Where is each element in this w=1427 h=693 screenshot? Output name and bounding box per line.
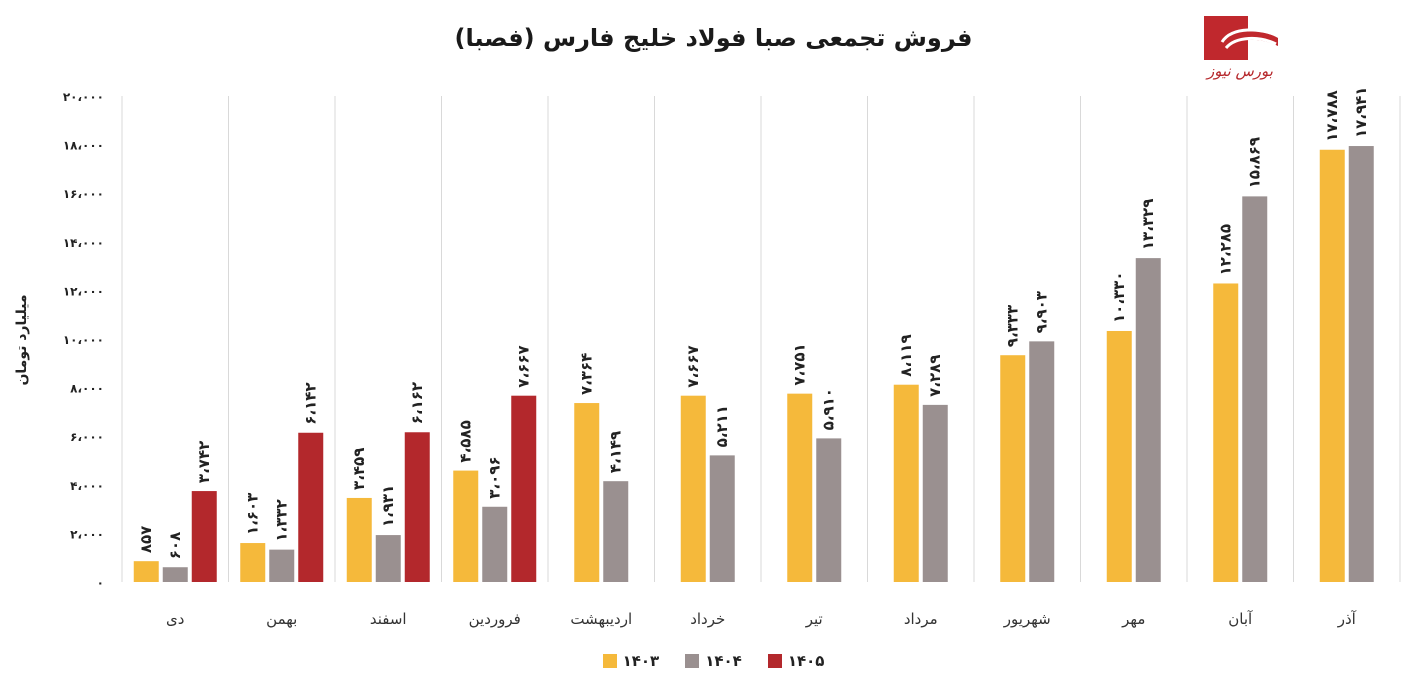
data-label: ۳،۰۹۶ [486, 456, 504, 498]
bar [404, 432, 430, 582]
data-label: ۱۳،۳۲۹ [1139, 199, 1157, 250]
bar [240, 543, 266, 582]
bar [162, 567, 188, 582]
y-tick-label: ۱۰،۰۰۰ [63, 333, 104, 347]
data-label: ۱۲،۲۸۵ [1217, 224, 1235, 275]
bar [1213, 283, 1239, 582]
bar [603, 481, 629, 582]
x-tick-label: شهریور [1003, 610, 1051, 628]
bar [922, 404, 948, 582]
x-tick-label: مهر [1121, 610, 1145, 628]
x-tick-label: مرداد [904, 610, 938, 628]
data-label: ۷،۳۶۴ [578, 353, 596, 395]
legend-label-1404: ۱۴۰۴ [705, 652, 742, 670]
data-label: ۹،۹۰۳ [1033, 291, 1051, 333]
bar [375, 535, 401, 582]
bar [133, 561, 159, 582]
y-axis: ۰ ۲،۰۰۰ ۴،۰۰۰ ۶،۰۰۰ ۸،۰۰۰ ۱۰،۰۰۰ ۱۲،۰۰۰ ۱۴،۰۰۰ ۱… [63, 90, 104, 590]
bar [1029, 341, 1055, 582]
y-axis-label: میلیارد تومان [14, 294, 30, 386]
category-separators [121, 96, 1401, 582]
y-tick-label: ۰ [97, 576, 104, 590]
bar [191, 491, 217, 582]
data-label: ۵،۲۱۱ [713, 405, 731, 447]
bars [133, 146, 1374, 583]
data-label: ۱۰،۳۳۰ [1110, 271, 1128, 322]
legend: ۱۴۰۳ ۱۴۰۴ ۱۴۰۵ [0, 652, 1427, 670]
data-label: ۱،۹۳۱ [379, 485, 397, 527]
data-label: ۳،۷۴۲ [195, 441, 213, 483]
data-label: ۶۰۸ [166, 532, 184, 559]
bar [298, 432, 324, 582]
bar [1319, 149, 1345, 583]
y-tick-label: ۱۶،۰۰۰ [63, 187, 104, 201]
x-tick-label: دی [166, 610, 184, 628]
bar [574, 403, 600, 582]
x-tick-label: آبان [1228, 610, 1253, 628]
bar [453, 470, 479, 582]
legend-label-1405: ۱۴۰۵ [787, 652, 825, 670]
bar [269, 549, 295, 582]
bar [1000, 355, 1026, 582]
y-tick-label: ۲۰،۰۰۰ [63, 90, 104, 104]
bar [1106, 330, 1132, 582]
data-label: ۹،۳۳۳ [1004, 305, 1022, 347]
bar [511, 395, 537, 582]
data-label: ۴،۱۴۹ [607, 431, 625, 473]
legend-label-1403: ۱۴۰۳ [622, 652, 660, 670]
legend-item-1403: ۱۴۰۳ [602, 652, 660, 670]
data-label: ۳،۴۵۹ [350, 448, 368, 490]
x-tick-label: اردیبهشت [570, 610, 632, 628]
logo-text: بورس نیوز [1207, 62, 1273, 80]
data-label: ۱،۳۳۲ [273, 499, 291, 541]
legend-swatch-1405 [767, 654, 782, 668]
legend-swatch-1404 [685, 654, 700, 668]
y-tick-label: ۸،۰۰۰ [70, 382, 104, 396]
data-label: ۱،۶۰۳ [244, 493, 262, 535]
y-tick-label: ۴،۰۰۰ [70, 479, 104, 493]
x-tick-label: فروردین [469, 610, 521, 628]
x-tick-label: آذر [1337, 610, 1357, 628]
y-tick-label: ۶،۰۰۰ [70, 430, 104, 444]
data-label: ۵،۹۱۰ [820, 388, 838, 430]
y-tick-label: ۱۲،۰۰۰ [63, 284, 104, 298]
bar [1348, 146, 1374, 583]
x-tick-label: تیر [805, 610, 823, 628]
x-tick-labels: دی بهمن اسفند فروردین اردیبهشت خرداد تیر مرداد ش… [166, 610, 1357, 628]
legend-item-1405: ۱۴۰۵ [767, 652, 825, 670]
data-label: ۱۷،۷۸۸ [1323, 90, 1341, 141]
y-tick-label: ۲،۰۰۰ [70, 527, 104, 541]
bar [787, 393, 813, 582]
data-label: ۷،۶۶۷ [684, 345, 702, 387]
x-tick-label: اسفند [370, 610, 407, 628]
bar [346, 497, 372, 582]
data-label: ۶،۱۶۲ [408, 382, 426, 424]
chart-title: فروش تجمعی صبا فولاد خلیج فارس (فصبا) [454, 24, 973, 52]
bar [482, 506, 508, 582]
legend-item-1404: ۱۴۰۴ [685, 652, 742, 670]
x-tick-label: بهمن [266, 610, 297, 628]
bar [893, 384, 919, 582]
x-tick-label: خرداد [690, 610, 725, 628]
data-label: ۸،۱۱۹ [897, 334, 915, 376]
data-label: ۶،۱۴۲ [302, 382, 320, 424]
data-label: ۷،۲۸۹ [926, 355, 944, 397]
data-label: ۷،۶۶۷ [515, 345, 533, 387]
bourse-news-logo-icon [1204, 16, 1279, 60]
y-tick-label: ۱۸،۰۰۰ [63, 139, 104, 153]
data-label: ۴،۵۸۵ [457, 420, 475, 462]
bar [1135, 258, 1161, 582]
bar [816, 438, 842, 582]
y-tick-label: ۱۴،۰۰۰ [63, 236, 104, 250]
data-label: ۷،۷۵۱ [791, 343, 809, 385]
bar [680, 395, 706, 582]
data-label: ۸۵۷ [137, 526, 155, 553]
data-label: ۱۷،۹۴۱ [1352, 87, 1370, 138]
data-label: ۱۵،۸۶۹ [1246, 137, 1264, 188]
bar [1242, 196, 1268, 582]
value-labels: ۸۵۷ ۶۰۸ ۳،۷۴۲ ۱،۶۰۳ ۱،۳۳۲ ۶،۱۴۲ ۳،۴۵۹ ۱،۹۳۱ ۶،۱۶… [137, 87, 1370, 560]
legend-swatch-1403 [602, 654, 617, 668]
bar [709, 455, 735, 582]
